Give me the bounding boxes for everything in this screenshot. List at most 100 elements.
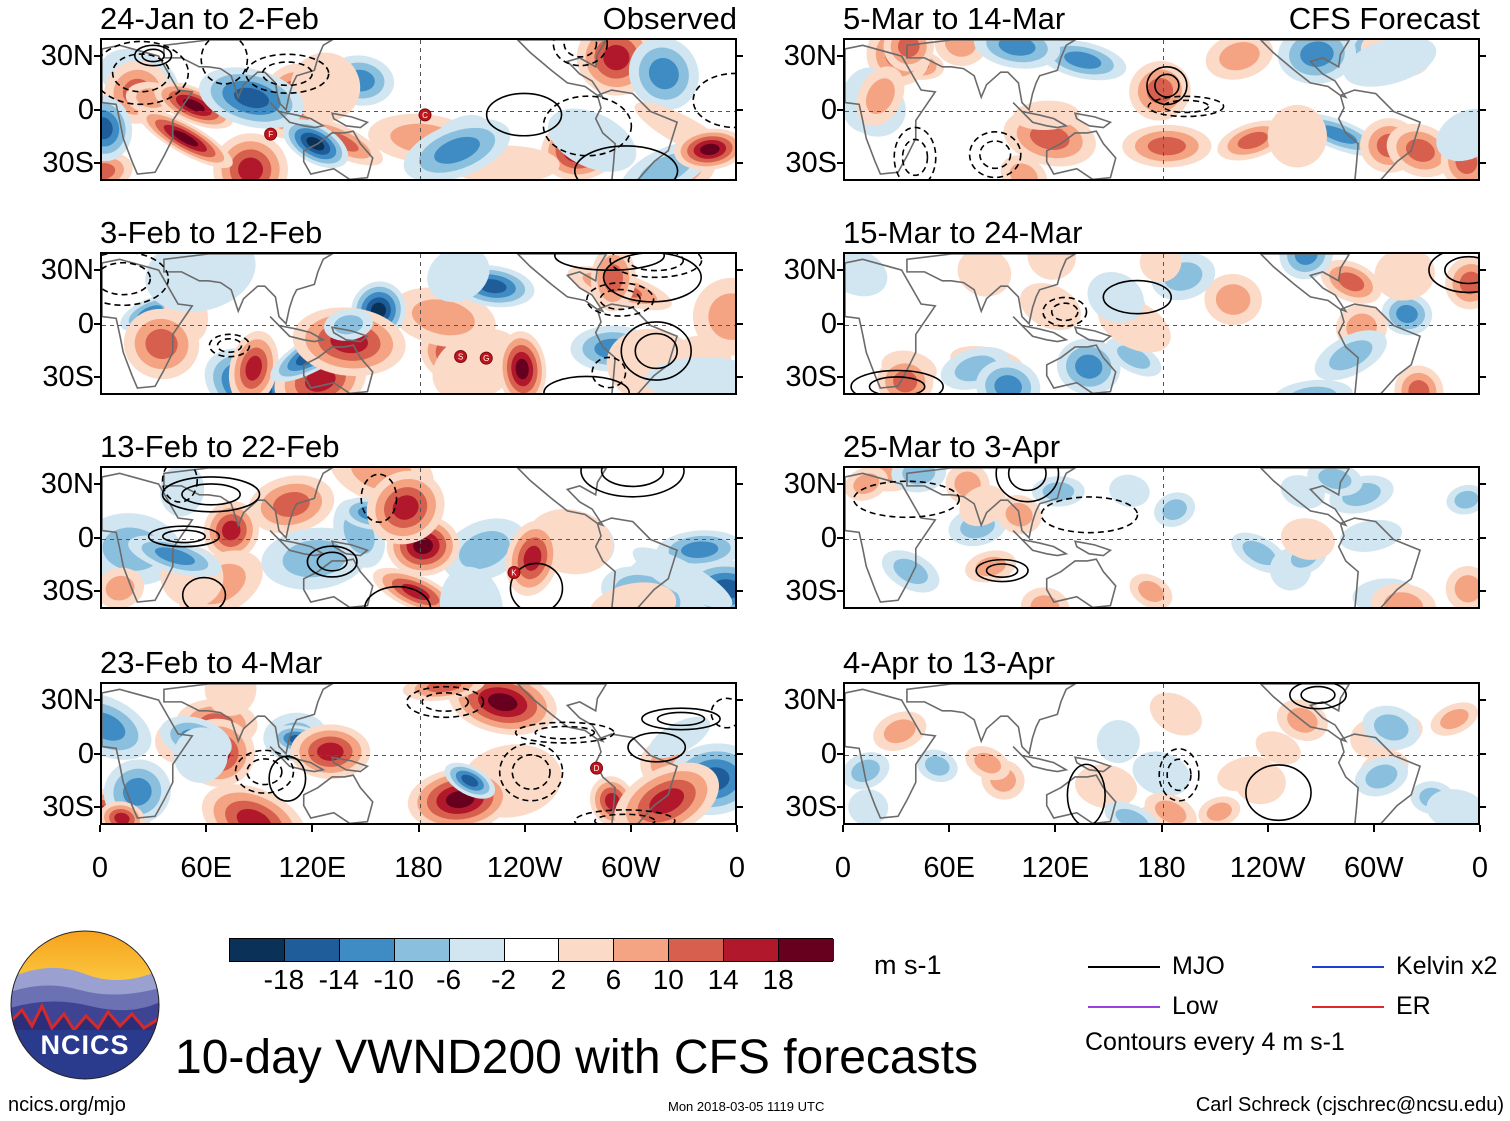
x-tick <box>1054 825 1057 832</box>
negative-anomaly <box>994 375 1022 393</box>
positive-anomaly <box>883 719 916 744</box>
mjo-contour <box>1245 764 1312 822</box>
legend-swatch <box>1088 1006 1160 1008</box>
map-canvas <box>845 684 1478 823</box>
storm-marker: D <box>590 761 604 775</box>
x-tick-label: 120E <box>1021 852 1090 884</box>
coastline <box>302 558 374 607</box>
storm-marker: G <box>479 351 493 365</box>
x-tick <box>1266 825 1269 832</box>
mjo-contour <box>1300 685 1336 704</box>
mjo-contour <box>316 551 348 572</box>
mjo-contour <box>1289 684 1347 710</box>
coastline <box>1073 326 1113 343</box>
panel-date-range: 5-Mar to 14-Mar <box>843 1 1066 36</box>
coastline <box>1259 40 1351 99</box>
colorbar <box>229 938 834 962</box>
mjo-contour <box>181 483 241 506</box>
x-tick-label: 60W <box>601 852 661 884</box>
legend-label: Low <box>1172 992 1218 1020</box>
colorbar-tick-label: -10 <box>373 964 414 995</box>
positive-anomaly <box>105 575 135 601</box>
x-tick <box>205 825 208 832</box>
legend-swatch <box>1312 1006 1384 1008</box>
units-label: m s-1 <box>874 950 942 980</box>
negative-anomaly <box>1116 345 1151 369</box>
negative-anomaly <box>1064 51 1102 69</box>
colorbar-swatch <box>779 939 834 961</box>
y-tick <box>94 54 100 57</box>
coastline <box>269 315 326 343</box>
main-title: 10-day VWND200 with CFS forecasts <box>175 1031 978 1084</box>
colorbar-tick-label: 10 <box>652 964 684 995</box>
positive-anomaly <box>236 809 272 823</box>
colorbar-swatch <box>614 939 670 961</box>
y-tick-label: 30S <box>42 791 94 824</box>
x-tick-label: 120W <box>486 852 563 884</box>
svg-text:F: F <box>268 130 273 139</box>
mjo-contour <box>363 585 432 607</box>
positive-anomaly <box>1440 709 1469 730</box>
footer-url[interactable]: ncics.org/mjo <box>8 1094 126 1116</box>
wind-anomaly-map <box>843 252 1480 395</box>
mjo-contour <box>852 480 960 519</box>
coastline <box>302 774 374 823</box>
x-tick-label: 60E <box>923 852 975 884</box>
colorbar-swatch <box>339 939 395 961</box>
negative-anomaly <box>1075 354 1103 379</box>
storm-marker: F <box>264 127 278 141</box>
positive-anomaly <box>1206 802 1232 821</box>
mjo-contour <box>634 332 678 370</box>
negative-anomaly <box>845 254 888 297</box>
coastline <box>163 40 334 112</box>
legend-swatch <box>1088 966 1160 968</box>
positive-anomaly <box>1138 580 1164 602</box>
colorbar-tick-label: 18 <box>762 964 794 995</box>
coastline <box>1337 733 1422 823</box>
mjo-contour <box>111 53 171 93</box>
positive-anomaly <box>944 40 977 57</box>
x-tick <box>736 825 738 832</box>
negative-anomaly <box>154 547 195 566</box>
negative-anomaly <box>1340 519 1403 552</box>
negative-anomaly <box>145 254 256 312</box>
y-tick <box>1480 482 1486 485</box>
panel-date-range: 23-Feb to 4-Mar <box>100 645 323 680</box>
x-tick <box>523 825 526 832</box>
mjo-contour <box>975 558 1029 583</box>
negative-anomaly <box>459 531 510 570</box>
storm-marker: K <box>507 566 521 580</box>
negative-anomaly <box>1109 474 1150 508</box>
mjo-contour <box>509 562 564 607</box>
positive-anomaly <box>413 537 434 554</box>
mjo-contour <box>600 468 665 488</box>
y-tick <box>1480 108 1486 111</box>
negative-anomaly <box>632 547 733 607</box>
y-tick <box>737 322 743 325</box>
positive-anomaly <box>957 254 1012 297</box>
coastline <box>102 472 194 603</box>
coastline <box>102 44 194 175</box>
svg-text:S: S <box>458 352 463 361</box>
y-tick <box>837 590 843 593</box>
y-tick <box>837 108 843 111</box>
coastline <box>516 684 608 743</box>
positive-anomaly <box>1280 518 1335 560</box>
y-tick <box>94 698 100 701</box>
storm-marker: S <box>454 349 468 363</box>
forecast-label: CFS Forecast <box>1288 1 1480 36</box>
positive-anomaly <box>1338 272 1365 292</box>
mjo-contour <box>514 721 615 744</box>
positive-anomaly <box>1267 104 1327 168</box>
coastline <box>594 517 679 607</box>
negative-anomaly <box>234 87 270 109</box>
y-tick <box>737 268 743 271</box>
coastline <box>1259 684 1351 743</box>
panel-date-range: 4-Apr to 13-Apr <box>843 645 1055 680</box>
negative-anomaly <box>1343 40 1437 87</box>
y-tick-label: 0 <box>77 307 94 340</box>
negative-anomaly <box>851 759 880 783</box>
negative-anomaly <box>102 117 113 140</box>
legend-label: ER <box>1396 992 1431 1020</box>
